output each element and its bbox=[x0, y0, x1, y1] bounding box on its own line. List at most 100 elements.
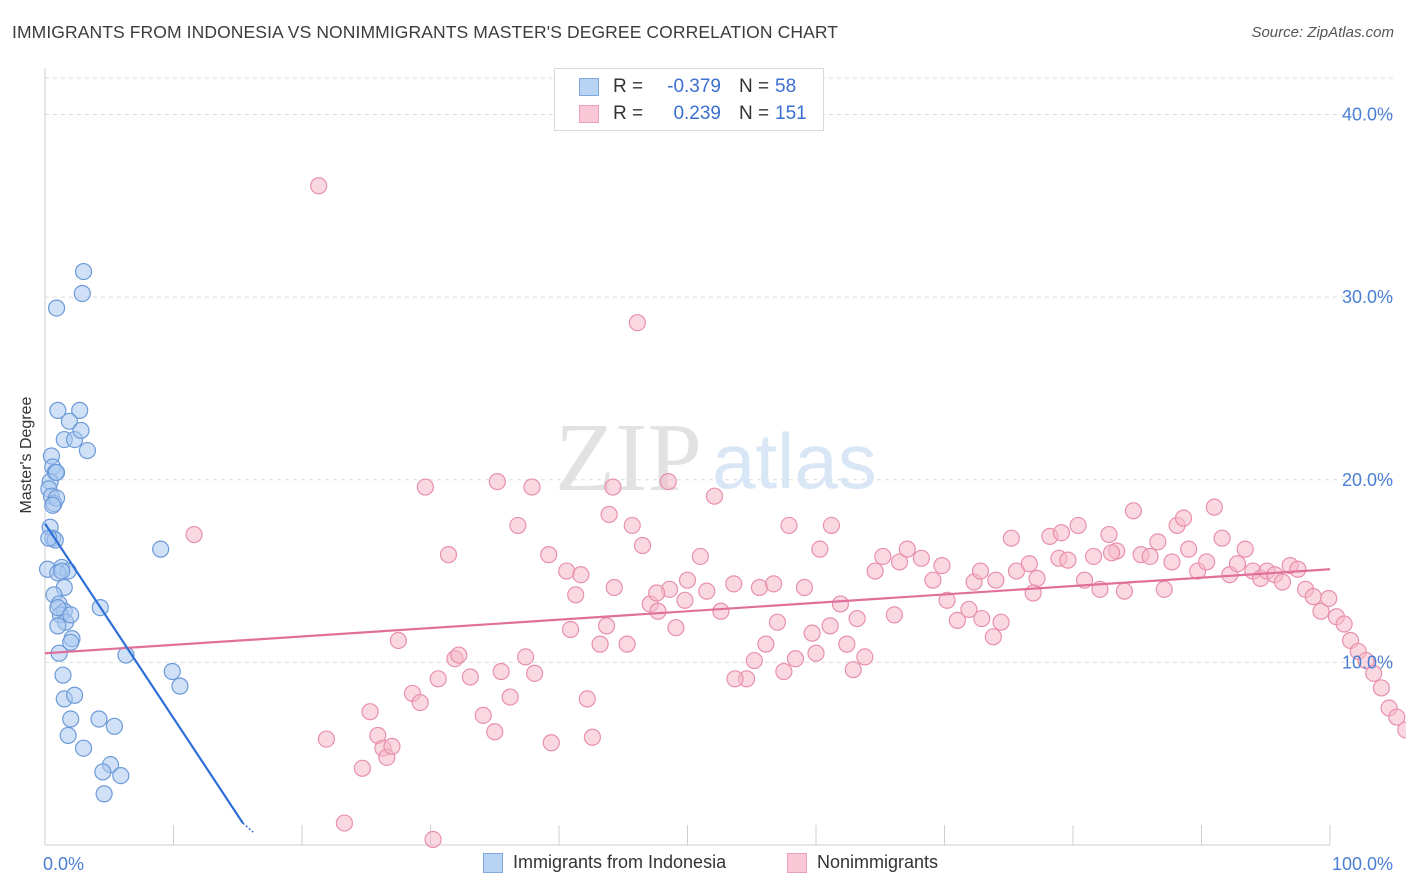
stats-legend: R = -0.379 N = 58 R = 0.239 N = 151 bbox=[554, 68, 824, 131]
legend-r-value: 0.239 bbox=[673, 103, 721, 124]
y-tick-label: 10.0% bbox=[1342, 652, 1393, 672]
nonimmigrants-point bbox=[984, 628, 1002, 646]
nonimmigrants-point bbox=[523, 478, 541, 496]
nonimmigrants-point bbox=[317, 730, 336, 748]
legend-n-label: N = bbox=[739, 103, 770, 124]
nonimmigrants-point bbox=[838, 635, 856, 653]
tick-labels: 10.0% 20.0% 30.0% 40.0% 0.0% 100.0% bbox=[43, 105, 1393, 874]
nonimmigrants-point bbox=[1059, 551, 1077, 569]
legend-item-indonesia[interactable]: Immigrants from Indonesia bbox=[483, 852, 726, 873]
nonimmigrants-point bbox=[764, 575, 783, 593]
nonimmigrants-point bbox=[1180, 540, 1198, 558]
nonimmigrants-point bbox=[1052, 524, 1071, 542]
indonesia-point bbox=[54, 666, 72, 684]
nonimmigrants-point bbox=[1320, 589, 1338, 608]
nonimmigrants-point bbox=[775, 662, 793, 681]
nonimmigrants-point bbox=[1007, 562, 1026, 580]
nonimmigrants-point bbox=[1388, 708, 1406, 726]
nonimmigrants-point bbox=[604, 478, 622, 496]
nonimmigrants-point bbox=[486, 723, 504, 741]
legend-r-label: R = bbox=[613, 103, 644, 124]
nonimmigrants-point bbox=[1228, 555, 1247, 573]
nonimmigrants-point bbox=[1115, 582, 1134, 600]
indonesia-point bbox=[78, 441, 97, 460]
nonimmigrants-point bbox=[648, 584, 666, 602]
nonimmigrants-point bbox=[1312, 602, 1330, 620]
legend-swatch-blue bbox=[579, 78, 599, 96]
indonesia-point bbox=[65, 686, 84, 704]
legend-n-label: N = bbox=[739, 76, 770, 97]
nonimmigrants-point bbox=[938, 591, 956, 609]
series-legend: Immigrants from Indonesia Nonimmigrants bbox=[0, 852, 1406, 878]
indonesia-point bbox=[95, 785, 113, 803]
legend-swatch-blue bbox=[483, 852, 503, 873]
nonimmigrants-point bbox=[605, 578, 623, 597]
nonimmigrants-point bbox=[1372, 679, 1391, 697]
nonimmigrants-point bbox=[578, 690, 596, 708]
indonesia-points bbox=[38, 262, 189, 803]
nonimmigrants-point bbox=[1149, 533, 1167, 551]
legend-r-label: R = bbox=[613, 76, 644, 97]
nonimmigrants-point bbox=[822, 516, 841, 535]
nonimmigrants-point bbox=[795, 578, 814, 597]
nonimmigrants-point bbox=[811, 540, 829, 558]
nonimmigrants-point bbox=[866, 562, 884, 580]
nonimmigrants-point bbox=[1100, 525, 1118, 544]
nonimmigrants-point bbox=[540, 546, 558, 564]
nonimmigrants-point bbox=[558, 562, 576, 580]
legend-item-nonimmigrants[interactable]: Nonimmigrants bbox=[787, 852, 938, 873]
nonimmigrants-point bbox=[676, 591, 694, 609]
nonimmigrants-point bbox=[649, 602, 667, 620]
indonesia-point bbox=[94, 763, 112, 781]
nonimmigrants-point bbox=[912, 549, 930, 567]
indonesia-point bbox=[90, 710, 108, 728]
nonimmigrants-point bbox=[856, 648, 874, 666]
nonimmigrants-point bbox=[411, 693, 429, 712]
nonimmigrants-point bbox=[898, 540, 916, 558]
nonimmigrants-point bbox=[705, 487, 724, 505]
nonimmigrants-point bbox=[335, 814, 354, 832]
nonimmigrants-point bbox=[310, 177, 328, 195]
nonimmigrants-point bbox=[667, 619, 685, 637]
nonimmigrants-point bbox=[890, 553, 909, 571]
nonimmigrants-point bbox=[1198, 553, 1216, 571]
nonimmigrants-point bbox=[561, 620, 580, 639]
nonimmigrants-point bbox=[1163, 553, 1181, 571]
legend-row-nonimmigrants: R = 0.239 N = 151 bbox=[579, 102, 807, 126]
nonimmigrants-point bbox=[509, 516, 527, 535]
nonimmigrants-point bbox=[1084, 547, 1103, 566]
nonimmigrants-point bbox=[429, 670, 447, 688]
nonimmigrants-point bbox=[1205, 498, 1223, 516]
nonimmigrants-point bbox=[567, 586, 585, 604]
nonimmigrants-point bbox=[501, 688, 519, 706]
nonimmigrants-point bbox=[1365, 664, 1383, 682]
nonimmigrants-point bbox=[474, 706, 492, 724]
nonimmigrants-point bbox=[725, 575, 743, 593]
y-tick-label: 30.0% bbox=[1342, 287, 1393, 307]
legend-swatch-pink bbox=[787, 852, 807, 873]
indonesia-point bbox=[71, 401, 89, 419]
nonimmigrants-point bbox=[1155, 580, 1173, 598]
nonimmigrants-point bbox=[542, 734, 560, 752]
nonimmigrants-point bbox=[353, 759, 371, 777]
nonimmigrants-point bbox=[691, 547, 709, 566]
nonimmigrants-point bbox=[960, 600, 978, 619]
nonimmigrants-point bbox=[831, 595, 850, 613]
nonimmigrants-point bbox=[678, 571, 697, 589]
indonesia-point bbox=[152, 540, 170, 558]
legend-label-nonimmigrants: Nonimmigrants bbox=[817, 852, 939, 872]
nonimmigrants-point bbox=[389, 631, 407, 650]
indonesia-point bbox=[72, 421, 90, 440]
nonimmigrants-point bbox=[1273, 573, 1292, 591]
legend-swatch-pink bbox=[579, 105, 599, 123]
indonesia-point bbox=[62, 710, 80, 728]
nonimmigrants-point bbox=[786, 650, 805, 668]
nonimmigrants-point bbox=[1335, 615, 1353, 633]
indonesia-point bbox=[163, 662, 181, 681]
legend-r-value: -0.379 bbox=[667, 76, 721, 97]
y-tick-label: 20.0% bbox=[1342, 470, 1393, 490]
nonimmigrants-point bbox=[488, 472, 506, 491]
nonimmigrants-point bbox=[874, 547, 892, 566]
watermark-zip: ZIP bbox=[555, 404, 702, 512]
nonimmigrants-point bbox=[424, 830, 442, 849]
